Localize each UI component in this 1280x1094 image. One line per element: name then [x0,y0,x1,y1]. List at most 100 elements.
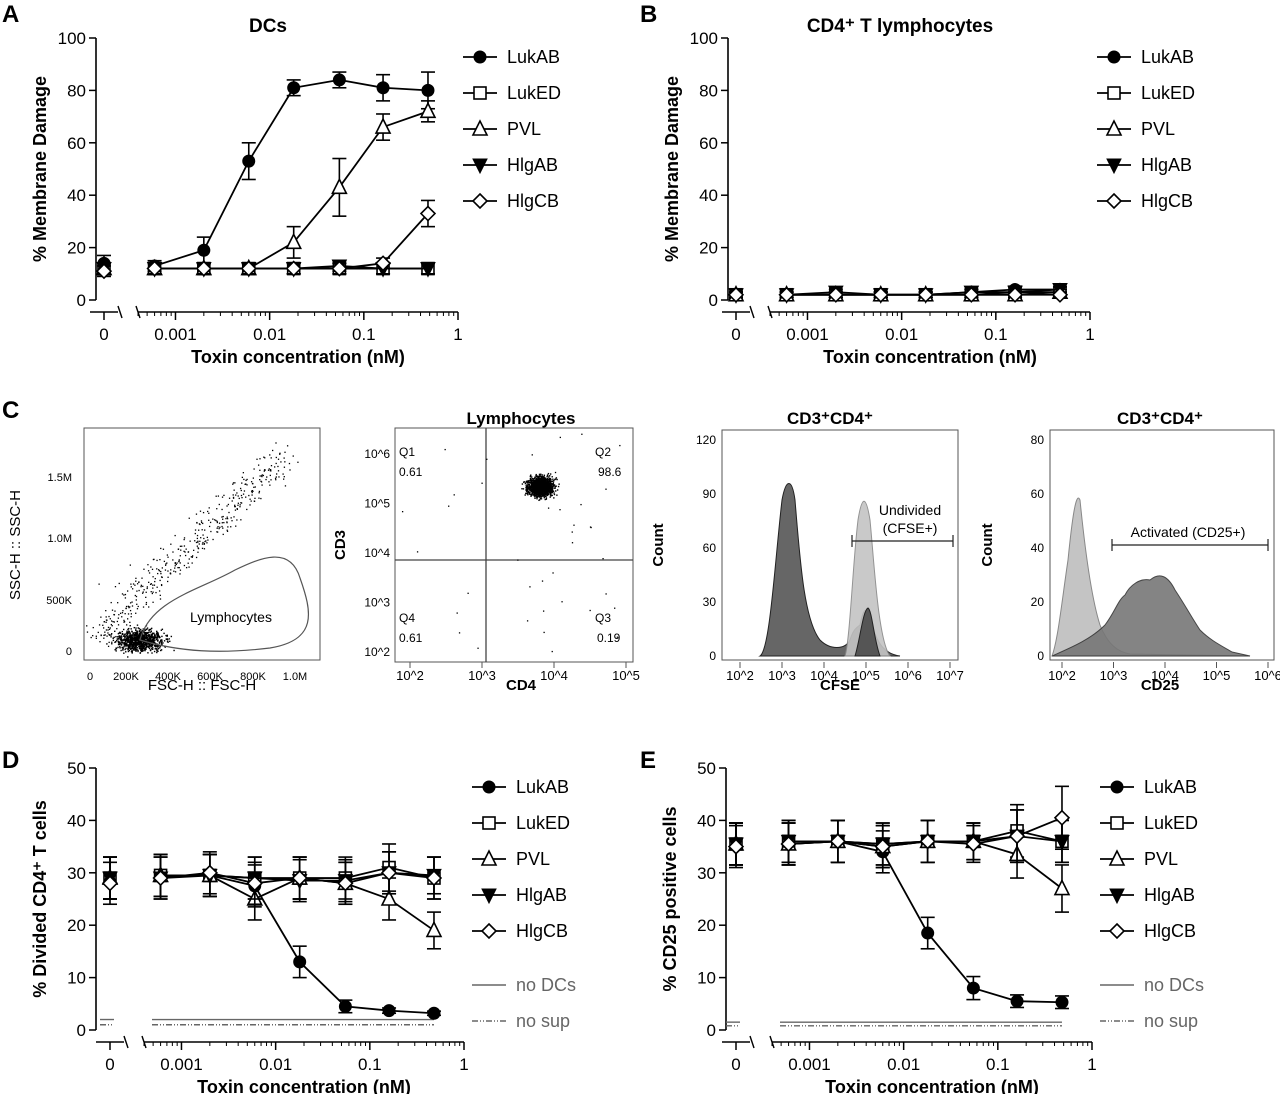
event-dot [544,495,546,498]
x-axis-break-mark [123,1035,129,1049]
event-dot [146,642,149,644]
event-dot [531,477,534,480]
event-dot [546,479,548,482]
event-dot [543,483,545,486]
event-dot [548,486,550,488]
event-dot [536,475,538,478]
event-dot [131,630,133,632]
data-point [1006,286,1024,303]
event-dot [555,490,557,492]
event-dot [541,492,543,494]
event-dot [237,502,240,504]
event-dot [546,492,548,494]
event-dot [181,545,183,547]
event-dot [114,649,116,651]
event-dot [531,491,534,494]
event-dot [279,453,281,455]
event-dot [159,647,161,649]
event-dot [140,643,143,646]
data-point [338,999,352,1013]
event-dot [549,491,552,494]
event-dot [539,489,541,492]
event-dot [275,476,277,478]
event-dot [129,621,131,624]
event-dot [135,638,138,641]
event-dot [234,509,237,511]
event-dot [535,489,538,491]
event-dot [527,486,529,488]
event-dot [550,478,552,481]
event-dot [536,496,539,498]
data-point [195,260,212,277]
event-dot [143,635,146,637]
event-dot [536,481,538,483]
event-dot [112,621,114,623]
event-dot [541,580,544,582]
event-dot [286,445,289,447]
event-dot [151,636,154,639]
event-dot [261,474,263,476]
event-dot [546,489,548,491]
event-dot [119,631,121,634]
event-dot [194,540,196,542]
event-dot [150,635,153,637]
event-dot [147,631,150,634]
event-dot [136,590,138,592]
event-dot [222,518,224,520]
event-dot [117,617,120,619]
event-dot [275,462,277,465]
y-tick-label: 10^2 [364,645,390,659]
event-dot [547,482,549,485]
event-dot [150,641,152,643]
event-dot [160,572,162,575]
event-dot [448,505,450,507]
event-dot [184,551,186,553]
event-dot [147,564,149,566]
x-tick-label: 10^4 [810,668,838,683]
event-dot [537,489,539,492]
event-dot [122,610,124,612]
y-tick-label: 120 [696,433,716,447]
event-dot [526,485,529,487]
event-dot [227,503,230,506]
event-dot [140,632,142,634]
event-dot [169,640,171,643]
event-dot [547,478,550,480]
event-dot [130,616,132,618]
event-dot [145,603,147,606]
event-dot [525,481,527,484]
event-dot [532,485,534,488]
event-dot [196,534,199,537]
event-dot [210,530,212,533]
event-dot [195,513,198,515]
event-dot [128,630,130,632]
event-dot [151,652,153,654]
event-dot [540,489,542,492]
y-tick-label: 10 [697,969,716,988]
event-dot [103,637,105,639]
event-dot [139,647,141,649]
event-dot [132,632,135,634]
event-dot [130,638,132,641]
event-dot [117,641,120,644]
event-dot [139,646,141,649]
y-tick-label: 10^3 [364,596,390,610]
event-dot [276,473,278,475]
event-dot [144,636,147,638]
event-dot [531,476,533,478]
event-dot [240,494,243,497]
y-tick-label: 20 [67,239,86,258]
event-dot [146,587,148,590]
event-dot [110,601,112,604]
event-dot [525,485,527,487]
event-dot [147,642,150,645]
event-dot [537,495,540,497]
event-dot [147,638,150,640]
event-dot [129,606,131,608]
x-tick-label: 1 [459,1055,468,1074]
event-dot [530,488,532,491]
event-dot [130,638,133,640]
q3-value: 0.19 [597,631,621,645]
q2-label: Q2 [595,445,611,459]
legend-no-sup-label: no sup [516,1011,570,1031]
